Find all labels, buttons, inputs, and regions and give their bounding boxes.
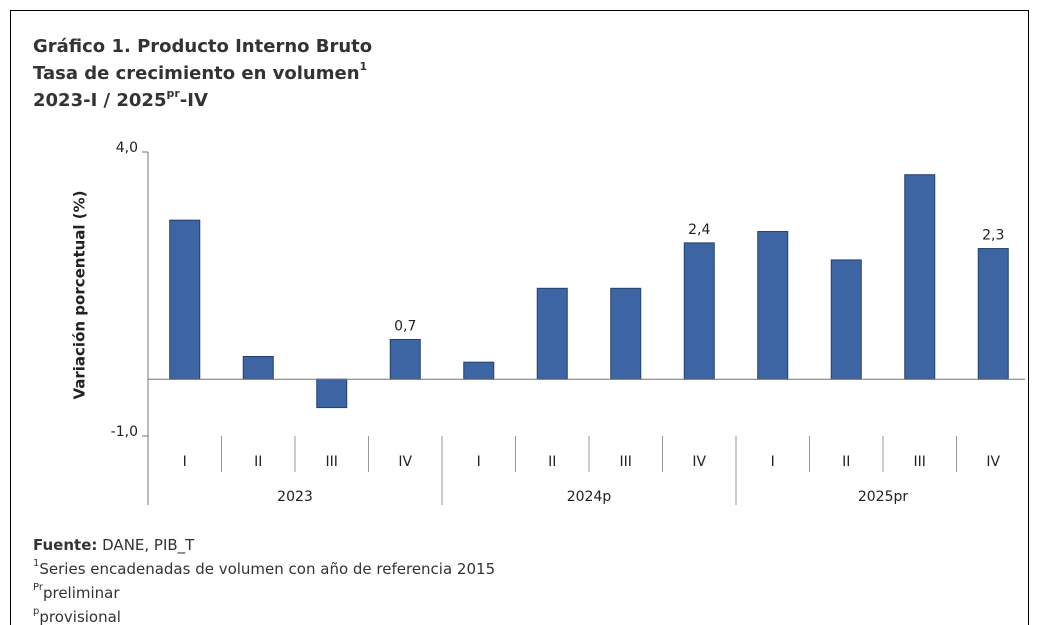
subtitle-note: 1 (360, 60, 368, 73)
x-tick-label: I (477, 454, 481, 470)
subtitle-text: Tasa de crecimiento en volumen (33, 63, 360, 84)
group-label: 2025pr (858, 489, 909, 505)
x-tick-label: II (254, 454, 262, 470)
bar (683, 242, 715, 380)
x-tick-label: I (183, 454, 187, 470)
x-tick-label: III (620, 454, 632, 470)
x-tick-label: III (326, 454, 338, 470)
y-tick-label: 4,0 (116, 140, 138, 156)
note-sup: p (33, 606, 39, 617)
bar (389, 338, 421, 380)
footnote: pprovisional (33, 606, 121, 625)
note-text: DANE, PIB_T (97, 536, 195, 555)
period-sup: pr (166, 87, 180, 100)
group-label: 2023 (277, 489, 313, 505)
group-label: 2024p (567, 489, 612, 505)
note-text: provisional (39, 608, 121, 625)
x-tick-label: II (548, 454, 556, 470)
bar (757, 231, 789, 380)
bar (169, 219, 201, 380)
bar (830, 259, 862, 380)
frame (10, 10, 1029, 625)
footnote: 1Series encadenadas de volumen con año d… (33, 558, 495, 578)
bar (316, 378, 348, 409)
y-axis-label: Variación porcentual (%) (71, 190, 89, 399)
note-text: preliminar (43, 584, 120, 602)
x-tick-label: IV (398, 454, 412, 470)
bar (977, 248, 1009, 380)
period-text: 2023-I / 2025 (33, 90, 166, 111)
note-sup: Pr (33, 582, 44, 593)
chart-period: 2023-I / 2025pr-IV (33, 87, 208, 111)
bar (536, 287, 568, 380)
x-tick-label: I (771, 454, 775, 470)
footnote: Prpreliminar (33, 582, 120, 602)
x-tick-label: IV (986, 454, 1000, 470)
data-label: 0,7 (394, 318, 416, 334)
data-label: 2,4 (688, 222, 710, 238)
bar (610, 287, 642, 380)
x-tick-label: II (842, 454, 850, 470)
chart-title: Gráfico 1. Producto Interno Bruto (33, 36, 372, 57)
data-label: 2,3 (982, 228, 1004, 244)
y-tick-label: -1,0 (111, 424, 138, 440)
chart-subtitle: Tasa de crecimiento en volumen1 (33, 60, 367, 84)
bar (463, 361, 495, 380)
note-lead: Fuente: (33, 536, 97, 554)
note-text: Series encadenadas de volumen con año de… (39, 560, 495, 578)
period-text: -IV (180, 90, 208, 111)
bar (242, 355, 274, 380)
note-sup: 1 (33, 558, 39, 569)
x-tick-label: IV (692, 454, 706, 470)
bar (904, 174, 936, 380)
footnote: Fuente: DANE, PIB_T (33, 536, 195, 555)
x-tick-label: III (914, 454, 926, 470)
